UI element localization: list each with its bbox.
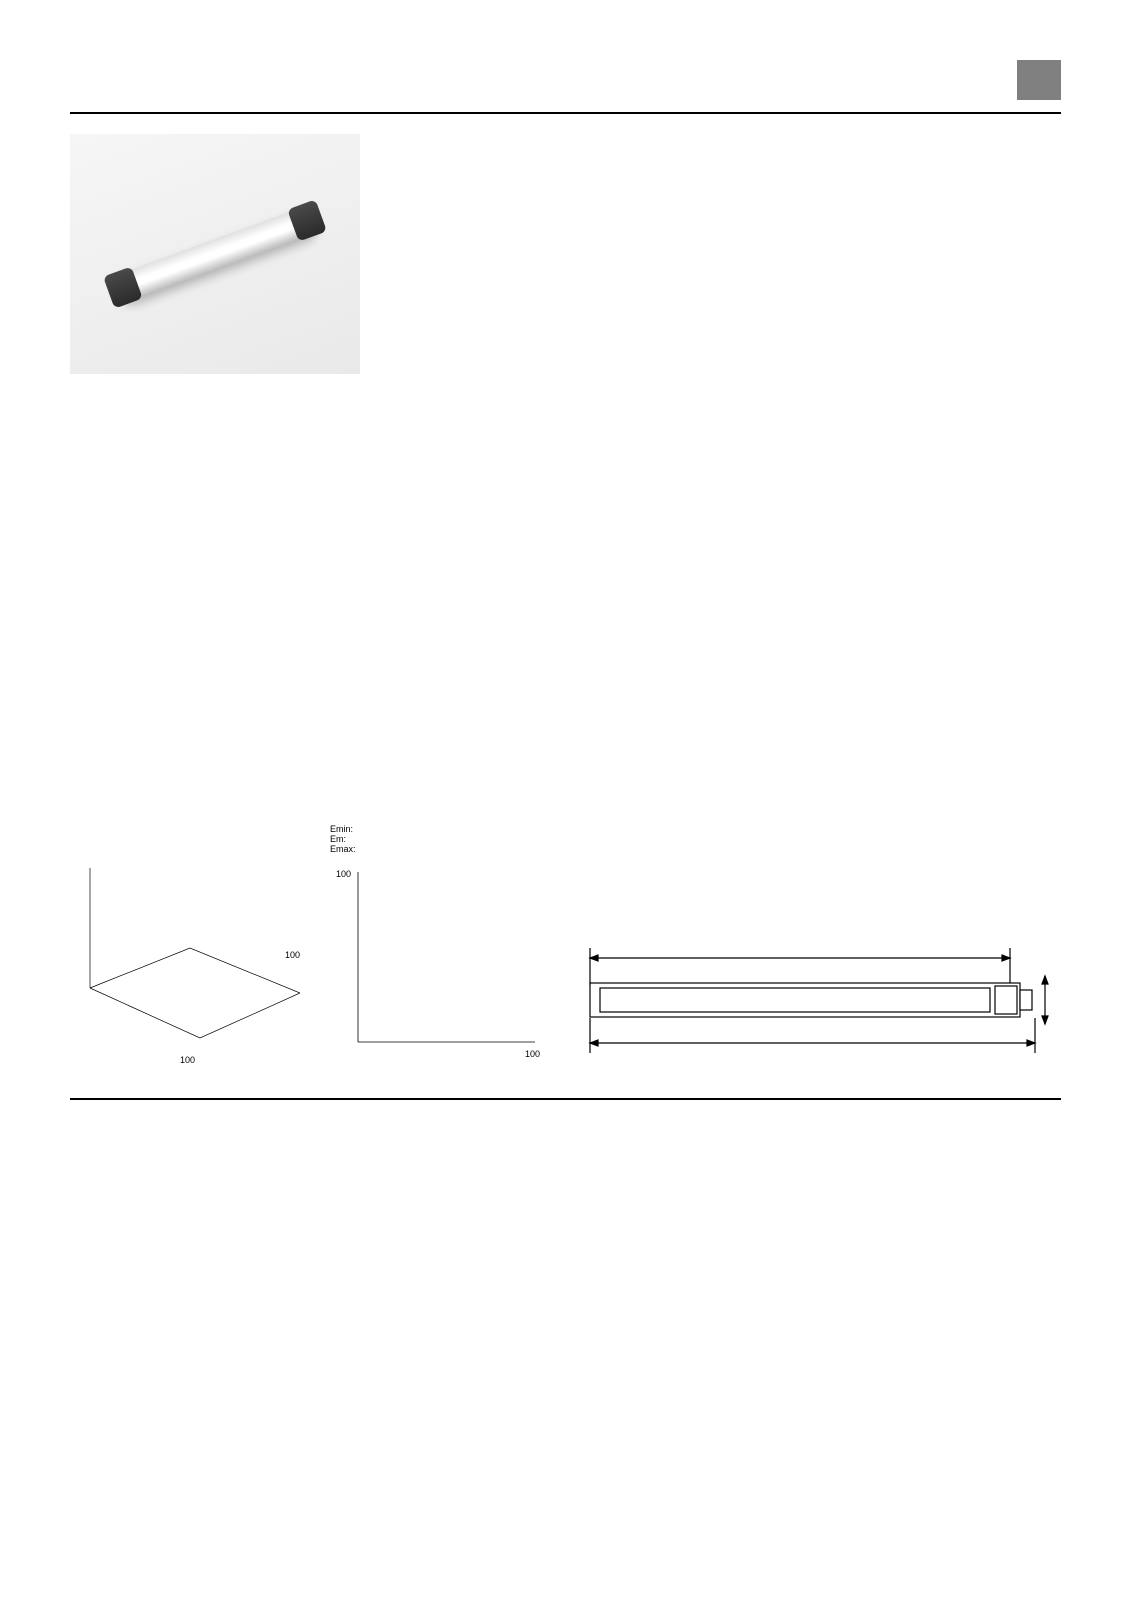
contour-chart: Emin: Em: Emax: 10 [330, 824, 550, 1068]
em-label: Em: [330, 834, 356, 844]
em-value [386, 834, 389, 844]
brand-block [1009, 60, 1061, 102]
brand-top [1009, 60, 1061, 100]
contour-y100: 100 [336, 869, 351, 879]
product-image [70, 134, 360, 374]
emax-label: Emax: [330, 844, 356, 854]
emin-value [386, 824, 389, 834]
dimensional-drawing [580, 928, 1061, 1068]
header-rule [70, 112, 1061, 114]
surface-chart-svg: 100 100 [70, 858, 300, 1068]
spec-table [390, 134, 1061, 404]
x-unit-3d: 100 [180, 1055, 195, 1065]
emax-value [386, 844, 389, 854]
contour-x100: 100 [525, 1049, 540, 1059]
charts-row: 100 100 Emin: Em: Emax: [70, 824, 1061, 1068]
spec-values-col [741, 134, 1062, 404]
e-stats-table: Emin: Em: Emax: [330, 824, 550, 854]
header [70, 60, 1061, 102]
brand-logo-icon [1017, 60, 1061, 100]
spec-labels-col [390, 134, 711, 404]
e-stats-values [386, 824, 389, 854]
y-unit-3d: 100 [285, 950, 300, 960]
main-content [70, 134, 1061, 404]
left-column [70, 134, 360, 404]
surface-chart: 100 100 [70, 858, 300, 1068]
dimensional-svg [580, 928, 1061, 1068]
tube-luminaire-icon [112, 205, 319, 303]
footer-rule [70, 1098, 1061, 1100]
e-stats-labels: Emin: Em: Emax: [330, 824, 356, 854]
emin-label: Emin: [330, 824, 356, 834]
contour-chart-svg: 100 100 [330, 862, 550, 1062]
